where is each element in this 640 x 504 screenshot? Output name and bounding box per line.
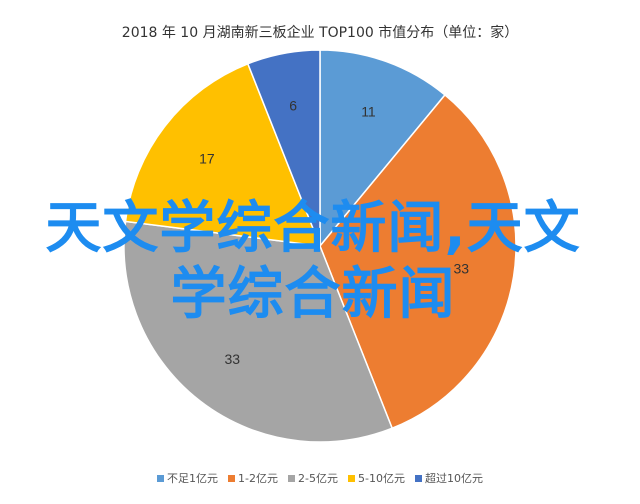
watermark-overlay-text: 天文学综合新闻,天文学综合新闻 [45,196,581,327]
pie-slice-2 [319,93,517,430]
legend-label-2: 1-2亿元 [238,472,279,485]
legend-swatch-5 [414,474,422,482]
pie-slice-4 [124,62,322,247]
chart-legend: 不足1亿元 1-2亿元 2-5亿元 5-10亿元 超过10亿元 [0,470,640,486]
legend-item-4: 5-10亿元 [347,470,405,486]
pie-slice-5 [246,49,321,247]
legend-label-5: 超过10亿元 [424,472,483,485]
legend-swatch-2 [228,474,236,482]
pie-slice-3 [123,220,394,443]
chart-title: 2018 年 10 月湖南新三板企业 TOP100 市值分布（单位：家） [121,25,519,41]
data-label-1: 11 [361,103,376,119]
legend-swatch-4 [347,474,355,482]
legend-item-2: 1-2亿元 [228,470,278,486]
data-label-3: 33 [225,351,241,367]
legend-swatch-1 [157,474,165,482]
legend-item-1: 不足1亿元 [157,470,218,486]
pie-slice-1 [319,49,446,249]
data-label-4: 17 [199,150,215,166]
pie-chart: 11 33 33 17 6 [123,49,517,443]
data-label-2: 33 [454,260,470,276]
legend-label-1: 不足1亿元 [167,472,219,485]
data-label-5: 6 [289,97,297,113]
legend-item-5: 超过10亿元 [414,470,483,486]
legend-label-4: 5-10亿元 [357,472,405,485]
legend-label-3: 2-5亿元 [298,472,338,485]
legend-item-3: 2-5亿元 [288,470,338,486]
legend-swatch-3 [288,474,296,482]
